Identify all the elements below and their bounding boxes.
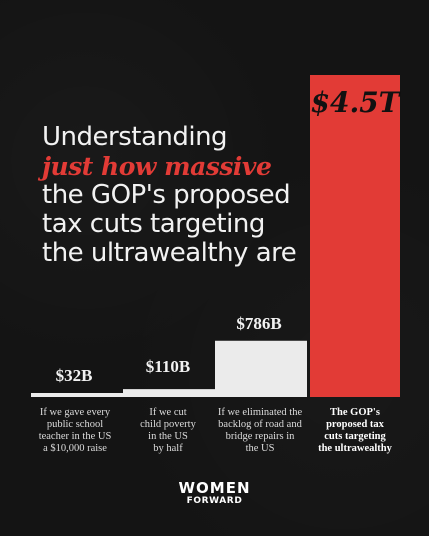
bar-child-poverty [123, 389, 215, 397]
caption-child-poverty: If we cut child poverty in the US by hal… [122, 407, 214, 455]
bar-teacher-raise [31, 393, 123, 397]
caption-line: the US [245, 443, 275, 454]
value-label-child-poverty: $110B [145, 357, 191, 376]
bar-tax-cuts [310, 75, 400, 397]
caption-line: in the US [148, 431, 188, 442]
caption-teacher-raise: If we gave every public school teacher i… [29, 407, 121, 455]
value-label-tax-cuts: $4.5T [310, 86, 400, 119]
logo-line-1: WOMEN [178, 479, 251, 497]
women-forward-logo: WOMEN FORWARD [0, 480, 429, 506]
headline-line-3: the GOP's proposed [42, 180, 291, 210]
caption-line: child poverty [140, 419, 196, 430]
value-label-teacher-raise: $32B [55, 366, 93, 385]
caption-line: If we gave every [39, 407, 111, 418]
caption-line: proposed tax [326, 419, 384, 430]
caption-line: the ultrawealthy [318, 443, 392, 454]
caption-tax-cuts: The GOP's proposed tax cuts targeting th… [309, 407, 401, 455]
caption-line: by half [153, 443, 183, 454]
caption-line: backlog of road and [218, 419, 302, 430]
bar-road-repairs [215, 340, 307, 397]
headline-line-5: the ultrawealthy are [42, 238, 297, 268]
caption-line: bridge repairs in [225, 431, 295, 442]
logo-line-2: FORWARD [186, 496, 243, 506]
caption-road-repairs: If we eliminated the backlog of road and… [214, 407, 306, 455]
caption-line: If we cut [149, 407, 187, 418]
headline-accent: just how massive [42, 152, 272, 181]
caption-line: a $10,000 raise [43, 443, 107, 454]
caption-line: If we eliminated the [217, 407, 303, 418]
value-label-road-repairs: $786B [236, 314, 282, 333]
headline: Understanding just how massive the GOP's… [42, 123, 302, 268]
headline-line-1: Understanding [42, 122, 228, 152]
caption-line: The GOP's [330, 407, 380, 418]
caption-line: public school [46, 419, 104, 430]
caption-line: cuts targeting [324, 431, 386, 442]
caption-line: teacher in the US [38, 431, 112, 442]
headline-line-4: tax cuts targeting [42, 209, 265, 239]
